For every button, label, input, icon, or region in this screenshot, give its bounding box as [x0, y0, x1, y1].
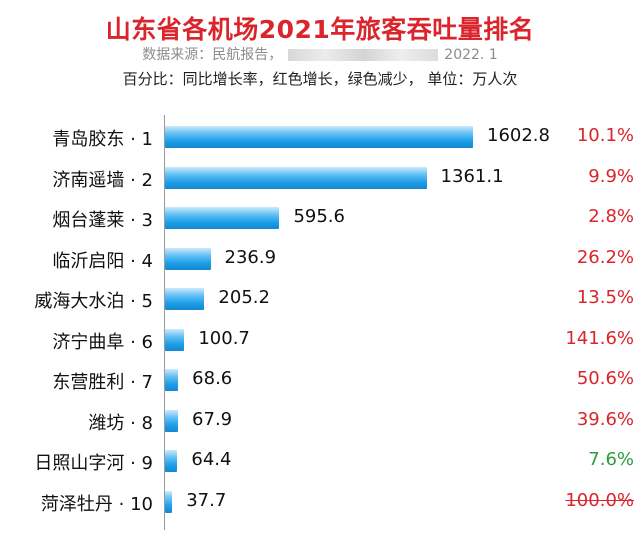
growth-rate-label: 9.9% [588, 165, 634, 187]
bar-row: 东营胜利 · 7 68.6 50.6% [0, 360, 640, 400]
value-label: 67.9 [192, 408, 233, 430]
bar-row: 青岛胶东 · 1 1602.8 10.1% [0, 117, 640, 157]
bar [165, 328, 185, 351]
value-label: 595.6 [293, 206, 345, 227]
bar [165, 247, 211, 270]
growth-rate-label: 39.6% [576, 408, 634, 430]
bar [165, 288, 205, 310]
chart-note: 百分比：同比增长率，红色增长，绿色减少， 单位：万人次 [122, 70, 518, 88]
category-label: 威海大水泊 · 5 [34, 291, 153, 312]
bar [165, 490, 173, 513]
bar [165, 207, 280, 229]
bar [165, 409, 179, 432]
category-label: 东营胜利 · 7 [52, 372, 153, 393]
value-label: 68.6 [192, 368, 233, 389]
source-prefix: 数据来源：民航报告， [142, 47, 283, 63]
growth-rate-label: 2.8% [588, 206, 634, 227]
chart-source: 数据来源：民航报告， 2022. 1 [0, 44, 640, 64]
bar-row: 烟台蓬莱 · 3 595.6 2.8% [0, 198, 640, 238]
bar-row: 济宁曲阜 · 6 100.7 141.6% [0, 320, 640, 360]
category-label: 烟台蓬莱 · 3 [52, 210, 153, 231]
bar-row: 潍坊 · 8 67.9 39.6% [0, 401, 640, 441]
category-axis-line [164, 115, 165, 530]
growth-rate-label: 7.6% [588, 449, 634, 470]
growth-rate-label: 10.1% [576, 125, 634, 146]
source-date: 2022. 1 [444, 47, 498, 63]
growth-rate-label: 26.2% [576, 246, 634, 268]
value-label: 37.7 [186, 489, 227, 511]
bar-row: 济南遥墙 · 2 1361.1 9.9% [0, 158, 640, 198]
bar-row: 威海大水泊 · 5 205.2 13.5% [0, 279, 640, 319]
growth-rate-label: 100.0% [565, 489, 634, 511]
chart-title: 山东省各机场2021年旅客吞吐量排名 [105, 15, 535, 44]
value-label: 1361.1 [440, 165, 504, 187]
blurred-text [288, 49, 439, 61]
bar-row: 菏泽牡丹 · 10 37.7 100.0% [0, 482, 640, 522]
value-label: 64.4 [191, 449, 232, 470]
category-label: 潍坊 · 8 [88, 412, 153, 434]
bar [165, 450, 178, 472]
bar [165, 166, 427, 189]
category-label: 临沂启阳 · 4 [52, 250, 153, 272]
value-label: 236.9 [224, 246, 277, 268]
bar [165, 369, 179, 391]
value-label: 205.2 [218, 287, 270, 308]
category-label: 济南遥墙 · 2 [52, 169, 153, 191]
bar-row: 临沂启阳 · 4 236.9 26.2% [0, 239, 640, 279]
growth-rate-label: 141.6% [565, 327, 634, 349]
growth-rate-label: 50.6% [576, 368, 634, 389]
value-label: 100.7 [198, 327, 250, 349]
bar-row: 日照山字河 · 9 64.4 7.6% [0, 441, 640, 481]
category-label: 青岛胶东 · 1 [52, 129, 153, 150]
value-label: 1602.8 [487, 125, 550, 146]
category-label: 济宁曲阜 · 6 [52, 331, 153, 353]
category-label: 菏泽牡丹 · 10 [40, 493, 153, 515]
category-label: 日照山字河 · 9 [34, 453, 153, 474]
growth-rate-label: 13.5% [576, 287, 634, 308]
bar [165, 126, 473, 148]
